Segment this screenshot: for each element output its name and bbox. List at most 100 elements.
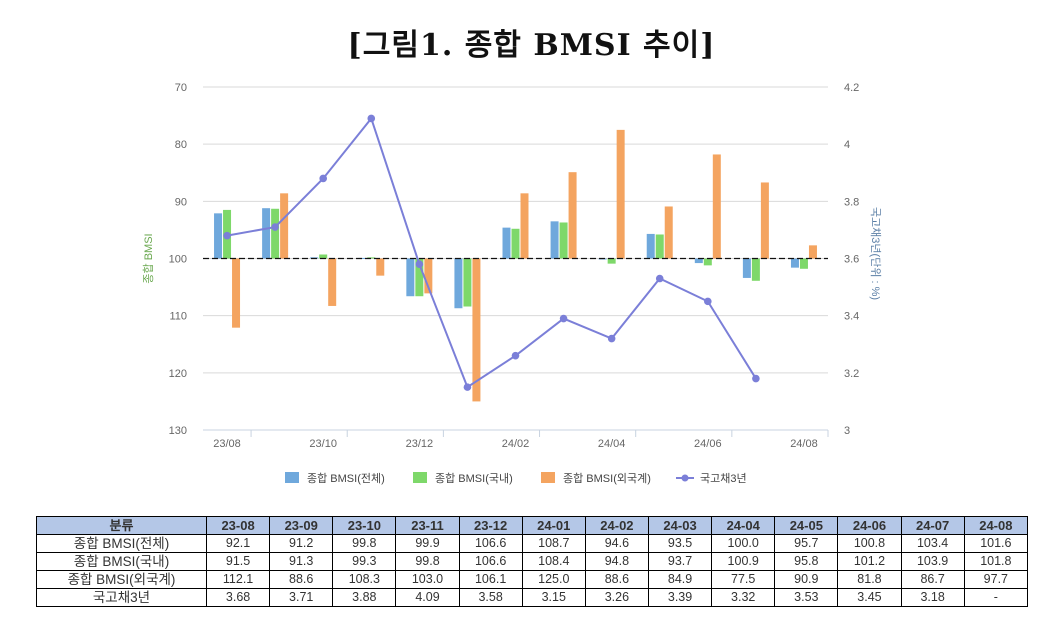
table-cell: 108.4 bbox=[521, 552, 586, 571]
bar-종합 BMSI(전체)-24-07 bbox=[742, 258, 751, 278]
left-y-axis: 70 80 90 100 110 120 130 종합 BMSI bbox=[142, 82, 187, 437]
table-cell: 3.32 bbox=[711, 588, 776, 607]
left-tick-label: 100 bbox=[169, 254, 187, 266]
bar-종합 BMSI(전체)-24-02 bbox=[502, 227, 511, 259]
bar-종합 BMSI(전체)-23-08 bbox=[214, 213, 223, 259]
table-header-cell: 24-02 bbox=[584, 516, 649, 535]
line-point-24-04 bbox=[607, 334, 616, 343]
x-tick-label: 24/04 bbox=[598, 438, 626, 450]
bar-종합 BMSI(국내)-23-11 bbox=[367, 257, 376, 259]
table-cell: 99.8 bbox=[332, 534, 397, 553]
line-point-23-08 bbox=[223, 231, 231, 240]
table-cell: 3.39 bbox=[647, 588, 713, 607]
line-series bbox=[223, 114, 760, 391]
table-cell: 90.9 bbox=[774, 570, 839, 589]
table-cell: 3.68 bbox=[205, 588, 271, 607]
table-cell: 103.4 bbox=[900, 534, 965, 553]
bar-종합 BMSI(외국계)-24-06 bbox=[712, 154, 721, 259]
bar-series bbox=[214, 129, 817, 402]
table-header-cell: 24-06 bbox=[837, 516, 902, 535]
right-tick-label: 3 bbox=[844, 425, 850, 437]
table-row-label: 국고채3년 bbox=[36, 588, 207, 607]
line-point-24-03 bbox=[559, 314, 568, 323]
legend-swatch-종합 BMSI(국내) bbox=[413, 472, 427, 483]
table-header-cell: 23-08 bbox=[205, 516, 271, 535]
bar-종합 BMSI(국내)-23-12 bbox=[415, 258, 424, 297]
table-cell: 93.7 bbox=[647, 552, 713, 571]
bar-종합 BMSI(외국계)-24-08 bbox=[808, 245, 817, 259]
line-point-23-11 bbox=[367, 114, 376, 123]
bar-종합 BMSI(국내)-24-01 bbox=[463, 258, 472, 307]
right-tick-label: 3.2 bbox=[844, 368, 859, 380]
line-point-24-02 bbox=[511, 351, 520, 360]
x-tick-label: 23/10 bbox=[309, 438, 337, 450]
bar-종합 BMSI(외국계)-23-08 bbox=[232, 258, 241, 328]
table-cell: 81.8 bbox=[837, 570, 902, 589]
bar-종합 BMSI(전체)-23-09 bbox=[262, 208, 271, 259]
table-cell: 106.6 bbox=[458, 534, 523, 553]
table-cell: 103.0 bbox=[395, 570, 460, 589]
line-point-24-01 bbox=[463, 383, 472, 391]
table-cell: 3.53 bbox=[774, 588, 839, 607]
table-cell: 86.7 bbox=[900, 570, 965, 589]
bar-종합 BMSI(국내)-24-04 bbox=[607, 258, 616, 264]
bar-종합 BMSI(전체)-23-12 bbox=[406, 258, 415, 297]
table-cell: 99.3 bbox=[332, 552, 397, 571]
table-cell: 108.7 bbox=[521, 534, 586, 553]
table-cell: 99.8 bbox=[395, 552, 460, 571]
legend-swatch-종합 BMSI(외국계) bbox=[541, 472, 555, 483]
line-point-23-09 bbox=[271, 223, 279, 231]
table-cell: 88.6 bbox=[584, 570, 649, 589]
table-cell: 3.88 bbox=[332, 588, 397, 607]
bar-종합 BMSI(외국계)-24-03 bbox=[568, 172, 577, 259]
table-row: 국고채3년 3.68 3.71 3.88 4.09 3.58 3.15 3.26 3.39 3.3… bbox=[36, 588, 1029, 607]
table-header-cell: 24-08 bbox=[963, 516, 1029, 535]
right-tick-label: 4.2 bbox=[844, 82, 859, 94]
table-cell: 95.7 bbox=[774, 534, 839, 553]
bar-종합 BMSI(전체)-24-01 bbox=[454, 258, 463, 309]
bar-종합 BMSI(국내)-24-03 bbox=[559, 222, 568, 259]
table-cell: 103.9 bbox=[900, 552, 965, 571]
left-tick-label: 80 bbox=[175, 139, 187, 151]
bar-종합 BMSI(외국계)-23-10 bbox=[328, 258, 337, 306]
table-cell: 77.5 bbox=[711, 570, 776, 589]
table-header-cell: 24-01 bbox=[521, 516, 586, 535]
legend-label: 종합 BMSI(외국계) bbox=[563, 472, 651, 485]
table-cell: 100.9 bbox=[711, 552, 776, 571]
right-tick-label: 3.6 bbox=[844, 254, 859, 266]
table-cell: 106.6 bbox=[458, 552, 523, 571]
table-header-category: 분류 bbox=[36, 516, 207, 535]
table-cell: 3.26 bbox=[584, 588, 649, 607]
table-row-label: 종합 BMSI(외국계) bbox=[36, 570, 207, 589]
x-tick-label: 24/06 bbox=[694, 438, 722, 450]
bar-종합 BMSI(외국계)-23-12 bbox=[424, 258, 433, 294]
table-header-cell: 24-07 bbox=[900, 516, 965, 535]
table-cell: 88.6 bbox=[269, 570, 334, 589]
table-cell: 91.5 bbox=[205, 552, 271, 571]
table-cell: 112.1 bbox=[205, 570, 271, 589]
right-tick-label: 4 bbox=[844, 139, 850, 151]
table-cell: 99.9 bbox=[395, 534, 460, 553]
x-tick-label: 24/02 bbox=[502, 438, 530, 450]
legend-label: 종합 BMSI(전체) bbox=[307, 472, 385, 485]
x-tick-label: 23/08 bbox=[213, 438, 241, 450]
table-header-cell: 24-05 bbox=[774, 516, 839, 535]
right-tick-label: 3.4 bbox=[844, 311, 859, 323]
table-header-cell: 23-10 bbox=[332, 516, 397, 535]
bar-종합 BMSI(국내)-24-02 bbox=[511, 228, 520, 259]
table-cell: 94.8 bbox=[584, 552, 649, 571]
bar-종합 BMSI(전체)-24-08 bbox=[790, 258, 799, 268]
table-cell: 3.58 bbox=[458, 588, 523, 607]
x-axis: 23/08 23/10 23/12 24/02 24/04 24/06 24/08 bbox=[203, 429, 829, 450]
line-point-24-07 bbox=[752, 374, 760, 383]
bar-종합 BMSI(전체)-24-05 bbox=[646, 233, 655, 259]
bar-종합 BMSI(전체)-24-06 bbox=[694, 258, 703, 264]
table-row: 종합 BMSI(전체) 92.1 91.2 99.8 99.9 106.6 108.7 94.… bbox=[36, 534, 1029, 553]
bar-종합 BMSI(국내)-23-09 bbox=[271, 208, 280, 259]
table-cell: 100.8 bbox=[837, 534, 902, 553]
table-cell: 101.2 bbox=[837, 552, 902, 571]
bar-종합 BMSI(외국계)-24-04 bbox=[616, 129, 625, 259]
line-point-24-06 bbox=[704, 297, 712, 306]
left-axis-title: 종합 BMSI bbox=[142, 233, 155, 283]
left-tick-label: 110 bbox=[169, 311, 187, 323]
